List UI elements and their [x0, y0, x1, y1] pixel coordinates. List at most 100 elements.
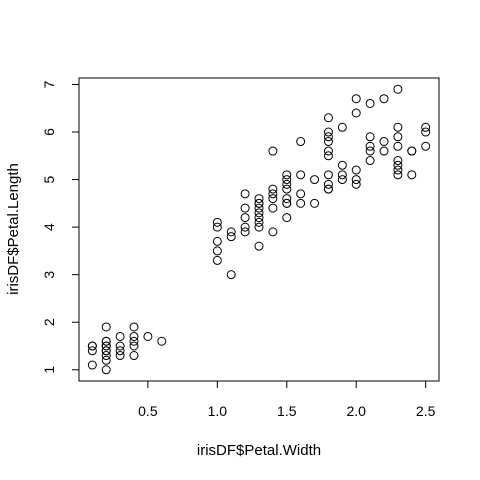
data-point — [393, 156, 403, 166]
data-point — [115, 351, 125, 361]
data-point — [226, 232, 236, 242]
data-point — [254, 222, 264, 232]
data-point — [87, 346, 97, 356]
data-point — [323, 113, 333, 123]
plot-frame — [78, 77, 440, 382]
data-points — [87, 84, 431, 375]
data-point — [101, 346, 111, 356]
data-point — [323, 137, 333, 147]
data-point — [226, 227, 236, 237]
data-point — [282, 198, 292, 208]
data-point — [212, 236, 222, 246]
data-point — [393, 160, 403, 170]
data-point — [365, 132, 375, 142]
data-point — [323, 132, 333, 142]
y-tick-label-0: 1 — [41, 366, 57, 374]
data-point — [157, 336, 167, 346]
data-point — [323, 170, 333, 180]
data-point — [101, 365, 111, 375]
y-axis-label: irisDF$Petal.Length — [5, 163, 22, 295]
data-point — [421, 141, 431, 151]
data-point — [351, 108, 361, 118]
data-point — [323, 184, 333, 194]
data-point — [226, 270, 236, 280]
data-point — [379, 137, 389, 147]
y-tick-label-2: 3 — [41, 271, 57, 279]
x-tick-label-3: 2.0 — [346, 403, 366, 419]
data-point — [212, 222, 222, 232]
data-point — [254, 241, 264, 251]
x-tick-label-2: 1.5 — [277, 403, 297, 419]
data-point — [365, 146, 375, 156]
data-point — [254, 198, 264, 208]
data-point — [115, 341, 125, 351]
x-tick-label-4: 2.5 — [416, 403, 436, 419]
data-point — [351, 175, 361, 185]
data-point — [268, 203, 278, 213]
data-point — [337, 122, 347, 132]
data-point — [115, 346, 125, 356]
data-point — [365, 156, 375, 166]
y-tick-label-3: 4 — [41, 223, 57, 231]
data-point — [129, 331, 139, 341]
data-point — [115, 331, 125, 341]
data-point — [254, 213, 264, 223]
data-point — [212, 217, 222, 227]
data-point — [337, 160, 347, 170]
data-point — [129, 351, 139, 361]
data-point — [129, 341, 139, 351]
data-point — [254, 208, 264, 218]
data-point — [323, 127, 333, 137]
y-tick-label-4: 5 — [41, 175, 57, 183]
data-point — [212, 255, 222, 265]
data-point — [407, 146, 417, 156]
data-point — [365, 98, 375, 108]
data-point — [240, 203, 250, 213]
data-point — [296, 198, 306, 208]
data-point — [296, 137, 306, 147]
data-point — [282, 194, 292, 204]
data-point — [282, 184, 292, 194]
data-point — [282, 175, 292, 185]
data-point — [296, 170, 306, 180]
data-point — [393, 141, 403, 151]
data-point — [268, 194, 278, 204]
data-point — [337, 170, 347, 180]
x-axis: 0.5 1.0 1.5 2.0 2.5 — [138, 380, 436, 419]
data-point — [212, 246, 222, 256]
data-point — [323, 151, 333, 161]
data-point — [393, 122, 403, 132]
data-point — [282, 179, 292, 189]
data-point — [268, 189, 278, 199]
data-point — [310, 198, 320, 208]
data-point — [323, 179, 333, 189]
data-point — [268, 146, 278, 156]
data-point — [379, 146, 389, 156]
data-point — [393, 84, 403, 94]
data-point — [240, 189, 250, 199]
data-point — [351, 94, 361, 104]
data-point — [101, 322, 111, 332]
data-point — [296, 189, 306, 199]
data-point — [421, 127, 431, 137]
data-point — [421, 122, 431, 132]
data-point — [365, 141, 375, 151]
data-point — [240, 213, 250, 223]
data-point — [268, 184, 278, 194]
x-tick-label-0: 0.5 — [138, 403, 158, 419]
data-point — [393, 165, 403, 175]
y-axis: 1 2 3 4 5 6 7 — [41, 80, 80, 374]
data-point — [351, 179, 361, 189]
data-point — [282, 213, 292, 223]
data-point — [87, 360, 97, 370]
data-point — [310, 175, 320, 185]
data-point — [254, 203, 264, 213]
data-point — [254, 217, 264, 227]
data-point — [268, 227, 278, 237]
x-tick-label-1: 1.0 — [208, 403, 228, 419]
data-point — [282, 170, 292, 180]
data-point — [379, 94, 389, 104]
data-point — [240, 222, 250, 232]
y-tick-label-5: 6 — [41, 128, 57, 136]
